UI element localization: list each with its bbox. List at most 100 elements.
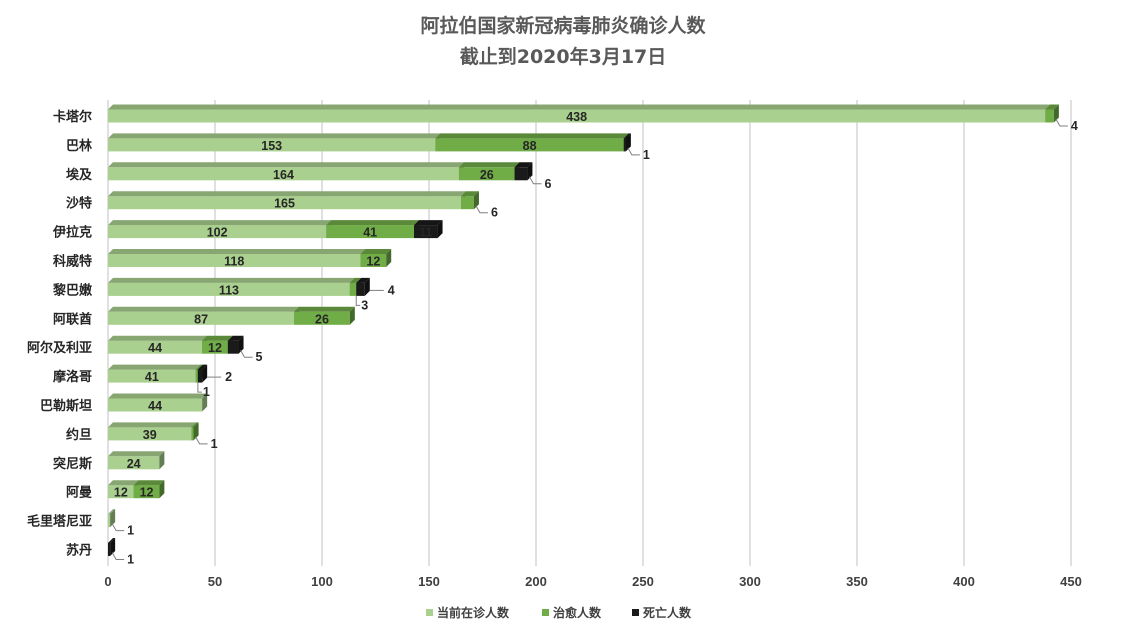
legend-swatch [632, 609, 639, 616]
data-label: 87 [194, 312, 208, 326]
legend-label: 治愈人数 [553, 605, 602, 620]
category-axis: 卡塔尔巴林埃及沙特伊拉克科威特黎巴嫩阿联酋阿尔及利亚摩洛哥巴勒斯坦约旦突尼斯阿曼… [27, 109, 93, 559]
data-label: 26 [315, 312, 329, 326]
chart-title: 阿拉伯国家新冠病毒肺炎确诊人数 [420, 14, 706, 37]
death-bar [227, 335, 244, 354]
data-label: 41 [145, 370, 159, 384]
category-label: 黎巴嫩 [53, 282, 93, 298]
category-label: 摩洛哥 [53, 369, 92, 385]
recovered-bar [360, 249, 392, 267]
x-tick-label: 250 [632, 574, 654, 589]
current-bar [108, 306, 300, 325]
current-bar [108, 335, 208, 354]
data-label: 1 [127, 524, 134, 538]
leader-line [475, 205, 488, 214]
data-label: 1 [203, 385, 210, 399]
data-label: 113 [219, 283, 239, 297]
x-tick-label: 400 [953, 574, 975, 589]
category-label: 沙特 [66, 196, 92, 212]
category-label: 苏丹 [66, 543, 92, 559]
data-label: 5 [256, 350, 263, 364]
data-label: 4 [388, 283, 395, 297]
data-label: 44 [148, 399, 162, 413]
data-label: 39 [143, 428, 157, 442]
current-bar [108, 509, 116, 528]
death-bar [197, 364, 208, 383]
x-tick-label: 450 [1060, 574, 1082, 589]
category-label: 埃及 [66, 167, 93, 183]
legend-item: 治愈人数 [542, 605, 602, 620]
data-label: 11 [419, 226, 432, 240]
data-label: 165 [274, 197, 295, 211]
x-tick-label: 0 [104, 574, 111, 589]
leader-line [195, 436, 208, 445]
leader-line [111, 552, 125, 560]
leader-line [529, 176, 542, 185]
x-tick-label: 100 [311, 574, 333, 589]
recovered-bar [461, 191, 479, 210]
data-label: 164 [273, 168, 294, 182]
data-label: 3 [361, 298, 368, 312]
death-bar [623, 133, 631, 152]
current-bar [108, 393, 208, 412]
category-label: 阿联酋 [53, 311, 92, 327]
data-label: 12 [366, 255, 380, 269]
legend-swatch [426, 609, 433, 616]
data-label: 1 [643, 148, 650, 162]
death-bar [414, 220, 443, 239]
death-bar [514, 162, 533, 181]
leader-line [355, 295, 361, 306]
category-label: 阿尔及利亚 [27, 340, 92, 356]
death-bar [108, 538, 116, 556]
data-label: 12 [114, 486, 128, 500]
data-label: 12 [140, 486, 154, 500]
data-label: 24 [127, 457, 141, 471]
data-label: 12 [208, 341, 222, 355]
data-label: 2 [225, 370, 232, 384]
leader-line [197, 382, 202, 393]
current-bar [108, 162, 464, 181]
bars [108, 104, 1059, 556]
data-label: 6 [544, 177, 551, 191]
legend-label: 死亡人数 [643, 605, 692, 620]
x-tick-label: 150 [418, 574, 440, 589]
legend-item: 死亡人数 [632, 605, 692, 620]
data-label: 438 [566, 110, 587, 124]
data-label: 26 [480, 168, 494, 182]
leader-line [627, 147, 640, 156]
recovered-bar [435, 133, 629, 152]
recovered-bar [1045, 104, 1059, 123]
leader-line [240, 349, 253, 358]
leader-line [1055, 118, 1068, 127]
category-label: 突尼斯 [53, 456, 92, 472]
data-label: 6 [491, 206, 498, 220]
death-bar [356, 277, 370, 296]
data-label: 44 [148, 341, 162, 355]
legend-label: 当前在诊人数 [437, 605, 510, 620]
x-tick-label: 50 [208, 574, 222, 589]
category-label: 阿曼 [66, 486, 92, 501]
category-label: 毛里塔尼亚 [27, 514, 92, 530]
x-tick-label: 200 [525, 574, 547, 589]
data-label: 4 [1071, 119, 1078, 133]
x-tick-label: 300 [739, 574, 761, 589]
x-tick-label: 350 [846, 574, 868, 589]
current-bar [108, 451, 165, 470]
data-label: 1 [211, 437, 218, 451]
chart-subtitle: 截止到2020年3月17日 [460, 45, 667, 68]
value-axis: 0 50 100 150 200 250 300 350 400 450 [104, 574, 1081, 589]
category-label: 巴勒斯坦 [40, 398, 92, 414]
legend-item: 当前在诊人数 [426, 605, 510, 620]
legend: 当前在诊人数 治愈人数 死亡人数 [426, 605, 692, 620]
legend-swatch [542, 609, 549, 616]
recovered-bar [191, 422, 199, 441]
data-label: 153 [261, 139, 282, 153]
category-label: 科威特 [53, 254, 92, 270]
data-label: 88 [523, 139, 537, 153]
data-label: 1 [127, 553, 134, 567]
recovered-bar [294, 306, 355, 325]
data-label: 118 [224, 255, 244, 269]
recovered-bar [133, 480, 165, 499]
